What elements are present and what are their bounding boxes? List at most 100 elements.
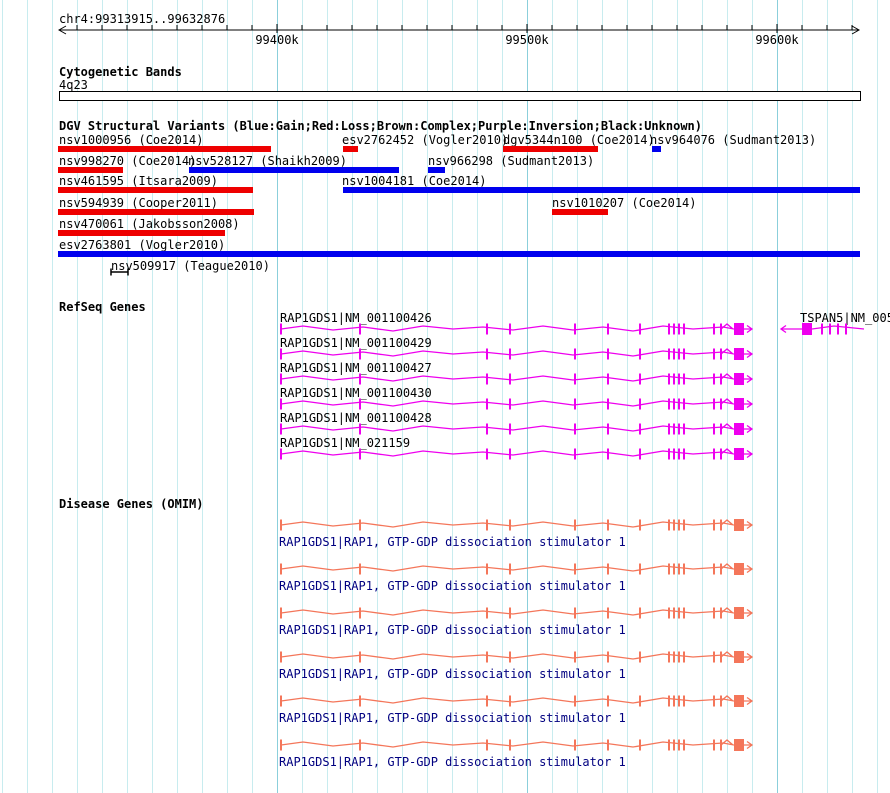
gene-terminal-exon (734, 448, 744, 460)
ruler-tick-label: 99400k (255, 33, 299, 47)
gene-terminal-exon (734, 423, 744, 435)
variant-bracket-nsv509917[interactable] (0, 264, 890, 282)
gene-exon-ticks (280, 448, 722, 460)
variant-label-dgv5344n100[interactable]: dgv5344n100 (Coe2014) (503, 133, 655, 147)
variant-label-nsv966298[interactable]: nsv966298 (Sudmant2013) (428, 154, 595, 168)
omim-gene-label-3[interactable]: RAP1GDS1|RAP1, GTP-GDP dissociation stim… (279, 623, 626, 637)
omim-gene-label-2[interactable]: RAP1GDS1|RAP1, GTP-GDP dissociation stim… (279, 579, 626, 593)
gene-exon-ticks (280, 651, 722, 663)
grid-major-line (527, 0, 528, 793)
gene-terminal-exon (734, 398, 744, 410)
gene-model-RAP1GDS1-NM_001100428[interactable] (0, 420, 890, 438)
gene-line (280, 348, 754, 359)
gene-exon-ticks (280, 423, 722, 435)
gene-exon-ticks (280, 519, 722, 531)
gene-terminal-exon (734, 651, 744, 663)
omim-gene-model-2[interactable] (0, 560, 890, 578)
transcript-label-RAP1GDS1-NM_001100427[interactable]: RAP1GDS1|NM_001100427 (280, 361, 432, 375)
transcript-label-RAP1GDS1-NM_001100430[interactable]: RAP1GDS1|NM_001100430 (280, 386, 432, 400)
cytoband-bar[interactable] (59, 91, 861, 101)
ruler-arrowheads (57, 25, 861, 35)
transcript-label-RAP1GDS1-NM_001100429[interactable]: RAP1GDS1|NM_001100429 (280, 336, 432, 350)
variant-label-nsv1000956[interactable]: nsv1000956 (Coe2014) (59, 133, 204, 147)
omim-gene-label-4[interactable]: RAP1GDS1|RAP1, GTP-GDP dissociation stim… (279, 667, 626, 681)
gene-exon-ticks (280, 398, 722, 410)
variant-label-nsv528127[interactable]: nsv528127 (Shaikh2009) (188, 154, 347, 168)
gene-model-TSPAN5[interactable] (0, 320, 890, 338)
transcript-label-RAP1GDS1-NM_001100426[interactable]: RAP1GDS1|NM_001100426 (280, 311, 432, 325)
variant-bar-nsv470061[interactable] (58, 230, 225, 236)
gene-model-RAP1GDS1-NM_021159[interactable] (0, 445, 890, 463)
omim-gene-label-1[interactable]: RAP1GDS1|RAP1, GTP-GDP dissociation stim… (279, 535, 626, 549)
coordinate-ruler: 99400k 99500k 99600k (57, 24, 861, 47)
gene-terminal-exon (734, 563, 744, 575)
variant-label-nsv964076[interactable]: nsv964076 (Sudmant2013) (650, 133, 817, 147)
gene-exon-ticks (821, 323, 847, 335)
cytoband-name: 4q23 (59, 78, 88, 92)
omim-gene-model-3[interactable] (0, 604, 890, 622)
transcript-label-RAP1GDS1-NM_001100428[interactable]: RAP1GDS1|NM_001100428 (280, 411, 432, 425)
gene-terminal-exon (734, 607, 744, 619)
variant-bar-nsv594939[interactable] (58, 209, 254, 215)
gene-exon-ticks (280, 607, 722, 619)
gene-line (779, 324, 865, 334)
variant-label-nsv1010207[interactable]: nsv1010207 (Coe2014) (552, 196, 697, 210)
gene-exon-ticks (280, 563, 722, 575)
gene-line (280, 373, 754, 384)
ruler-minor-ticks (76, 25, 853, 30)
gene-terminal-exon (734, 739, 744, 751)
region-label: chr4:99313915..99632876 (59, 12, 226, 26)
variant-label-esv2763801[interactable]: esv2763801 (Vogler2010) (59, 238, 226, 252)
gene-line (280, 323, 754, 334)
omim-gene-model-1[interactable] (0, 516, 890, 534)
variant-label-esv2762452[interactable]: esv2762452 (Vogler2010) (342, 133, 509, 147)
variant-bar-nsv966298[interactable] (428, 167, 445, 173)
gene-model-RAP1GDS1-NM_001100430[interactable] (0, 395, 890, 413)
gene-line (280, 423, 754, 434)
gene-line (280, 695, 754, 706)
gene-exon-ticks (280, 323, 722, 335)
gene-model-RAP1GDS1-NM_001100429[interactable] (0, 345, 890, 363)
variant-bar-nsv998270[interactable] (58, 167, 123, 173)
gene-line (280, 739, 754, 750)
gene-line (280, 607, 754, 618)
grid-major-line (777, 0, 778, 793)
variant-bar-nsv1000956[interactable] (58, 146, 271, 152)
variant-label-nsv594939[interactable]: nsv594939 (Cooper2011) (59, 196, 218, 210)
variant-label-nsv1004181[interactable]: nsv1004181 (Coe2014) (342, 174, 487, 188)
gene-model-RAP1GDS1-NM_001100427[interactable] (0, 370, 890, 388)
variant-bar-nsv461595[interactable] (58, 187, 253, 193)
variant-bar-nsv528127[interactable] (189, 167, 399, 173)
variant-bar-nsv1004181[interactable] (343, 187, 860, 193)
variant-bar-esv2762452[interactable] (343, 146, 358, 152)
gene-exon-ticks (280, 348, 722, 360)
variant-label-nsv998270[interactable]: nsv998270 (Coe2014) (59, 154, 197, 168)
gene-terminal-exon (802, 323, 812, 335)
gene-terminal-exon (734, 323, 744, 335)
grid-major-line (277, 0, 278, 793)
omim-gene-label-6[interactable]: RAP1GDS1|RAP1, GTP-GDP dissociation stim… (279, 755, 626, 769)
dgv-title: DGV Structural Variants (Blue:Gain;Red:L… (59, 119, 702, 133)
gene-exon-ticks (280, 739, 722, 751)
variant-bar-nsv964076[interactable] (652, 146, 661, 152)
ruler-major-ticks (276, 24, 778, 33)
gene-terminal-exon (734, 373, 744, 385)
variant-label-nsv470061[interactable]: nsv470061 (Jakobsson2008) (59, 217, 240, 231)
gene-line (280, 563, 754, 574)
gene-terminal-exon (734, 519, 744, 531)
bracket-shape (110, 268, 129, 276)
gene-exon-ticks (280, 373, 722, 385)
ruler-tick-label: 99600k (755, 33, 799, 47)
omim-gene-label-5[interactable]: RAP1GDS1|RAP1, GTP-GDP dissociation stim… (279, 711, 626, 725)
variant-bar-nsv1010207[interactable] (552, 209, 608, 215)
omim-gene-model-5[interactable] (0, 692, 890, 710)
variant-bar-dgv5344n100[interactable] (503, 146, 598, 152)
transcript-label-RAP1GDS1-NM_021159[interactable]: RAP1GDS1|NM_021159 (280, 436, 411, 450)
omim-gene-model-6[interactable] (0, 736, 890, 754)
gene-model-RAP1GDS1-NM_001100426[interactable] (0, 320, 890, 338)
variant-bar-esv2763801[interactable] (58, 251, 860, 257)
variant-label-nsv461595[interactable]: nsv461595 (Itsara2009) (59, 174, 218, 188)
omim-gene-model-4[interactable] (0, 648, 890, 666)
transcript-label-TSPAN5[interactable]: TSPAN5|NM_00572 (800, 311, 890, 325)
